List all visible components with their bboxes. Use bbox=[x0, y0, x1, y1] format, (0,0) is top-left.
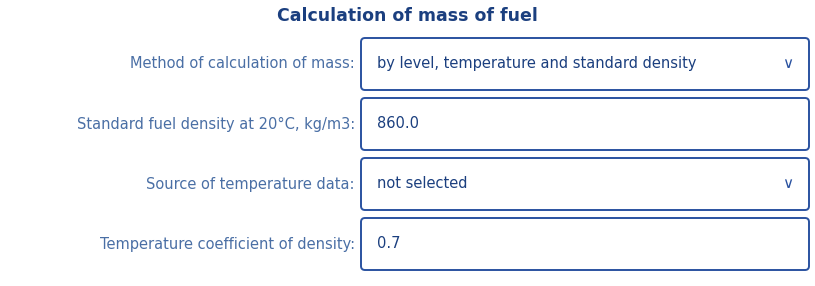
Text: Method of calculation of mass:: Method of calculation of mass: bbox=[130, 57, 355, 72]
Text: by level, temperature and standard density: by level, temperature and standard densi… bbox=[377, 57, 697, 72]
FancyBboxPatch shape bbox=[361, 98, 809, 150]
Text: ∨: ∨ bbox=[782, 57, 793, 72]
Text: Standard fuel density at 20°C, kg/m3:: Standard fuel density at 20°C, kg/m3: bbox=[77, 116, 355, 132]
Text: not selected: not selected bbox=[377, 176, 468, 192]
Text: 0.7: 0.7 bbox=[377, 237, 400, 251]
Text: 860.0: 860.0 bbox=[377, 116, 419, 132]
Text: Source of temperature data:: Source of temperature data: bbox=[147, 176, 355, 192]
Text: Calculation of mass of fuel: Calculation of mass of fuel bbox=[277, 7, 538, 25]
Text: Temperature coefficient of density:: Temperature coefficient of density: bbox=[100, 237, 355, 251]
FancyBboxPatch shape bbox=[361, 158, 809, 210]
FancyBboxPatch shape bbox=[361, 218, 809, 270]
FancyBboxPatch shape bbox=[361, 38, 809, 90]
Text: ∨: ∨ bbox=[782, 176, 793, 192]
